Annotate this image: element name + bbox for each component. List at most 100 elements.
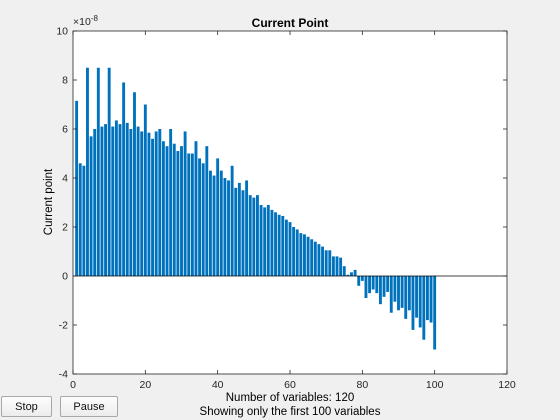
- exponent-power: -8: [91, 14, 99, 23]
- bar-96: [418, 276, 422, 328]
- bar-59: [284, 219, 288, 276]
- bar-93: [407, 276, 411, 311]
- y-tick-label-2: 2: [62, 222, 68, 234]
- bar-35: [198, 158, 202, 276]
- bar-37: [205, 146, 209, 276]
- bar-9: [104, 124, 107, 276]
- chart-title: Current Point: [252, 16, 329, 30]
- bar-48: [245, 180, 249, 276]
- bar-27: [169, 129, 173, 276]
- bar-56: [274, 212, 277, 276]
- bar-67: [313, 241, 317, 276]
- bar-68: [317, 244, 321, 276]
- bar-32: [187, 153, 191, 276]
- bar-62: [295, 229, 299, 276]
- x-axis-title-line1: Number of variables: 120: [226, 392, 354, 404]
- bar-71: [328, 250, 332, 276]
- bar-40: [216, 158, 220, 276]
- bar-2: [78, 163, 82, 276]
- bar-1: [75, 100, 79, 276]
- bar-99: [429, 276, 433, 323]
- bar-14: [122, 82, 126, 276]
- bar-26: [165, 146, 169, 276]
- x-tick-label-120: 120: [498, 379, 516, 391]
- x-tick-label-80: 80: [356, 379, 368, 391]
- bar-15: [125, 122, 129, 276]
- bar-17: [133, 92, 136, 276]
- bar-52: [259, 204, 263, 276]
- bar-19: [140, 131, 144, 276]
- x-tick-label-100: 100: [426, 379, 444, 391]
- bar-82: [368, 276, 372, 294]
- bar-55: [270, 209, 274, 276]
- bar-34: [194, 141, 198, 276]
- stop-button[interactable]: Stop: [1, 396, 52, 417]
- bar-20: [143, 104, 147, 276]
- bar-85: [378, 276, 382, 305]
- bar-65: [306, 236, 310, 276]
- bar-66: [310, 239, 314, 276]
- x-tick-label-60: 60: [284, 379, 296, 391]
- bar-42: [223, 178, 227, 276]
- y-axis: -4 -2 0 2 4 6 8 10: [56, 26, 507, 381]
- bar-77: [350, 272, 353, 276]
- bar-43: [227, 180, 230, 276]
- y-tick-label-10: 10: [56, 26, 68, 38]
- bar-97: [422, 276, 426, 340]
- bar-100: [433, 276, 437, 350]
- bar-38: [208, 170, 212, 276]
- bar-73: [335, 256, 339, 276]
- y-tick-label-0: 0: [62, 271, 68, 283]
- bar-23: [154, 131, 158, 276]
- bar-95: [415, 276, 419, 318]
- bar-33: [190, 153, 194, 276]
- bar-80: [360, 276, 364, 281]
- bar-58: [281, 215, 285, 276]
- bar-69: [321, 246, 324, 276]
- x-tick-label-40: 40: [212, 379, 224, 391]
- bar-16: [129, 129, 133, 276]
- bar-21: [147, 132, 151, 276]
- bar-8: [100, 126, 104, 276]
- bar-87: [386, 276, 390, 292]
- bar-41: [219, 170, 223, 276]
- bar-60: [288, 222, 292, 276]
- bar-92: [404, 276, 408, 319]
- bar-84: [375, 276, 379, 294]
- exponent-label: ×10-8: [73, 14, 98, 28]
- bar-3: [82, 165, 86, 276]
- bar-88: [389, 276, 393, 313]
- bar-79: [357, 276, 361, 286]
- bar-18: [136, 126, 140, 276]
- x-tick-label-0: 0: [70, 379, 76, 391]
- bar-11: [111, 126, 115, 276]
- bar-49: [248, 195, 252, 276]
- bar-36: [201, 163, 205, 276]
- bar-54: [266, 204, 270, 276]
- y-tick-label-4: 4: [62, 173, 68, 185]
- bar-50: [252, 197, 256, 276]
- bar-63: [299, 233, 303, 276]
- bar-72: [331, 256, 335, 276]
- bar-29: [176, 151, 180, 276]
- bar-98: [425, 276, 429, 321]
- bar-25: [161, 141, 165, 276]
- y-tick-label--2: -2: [59, 320, 68, 332]
- bar-81: [364, 276, 368, 299]
- bar-47: [241, 190, 245, 276]
- bar-83: [371, 276, 375, 290]
- bar-46: [237, 182, 241, 276]
- bar-61: [292, 227, 296, 276]
- bar-53: [263, 207, 267, 276]
- bar-10: [107, 67, 111, 276]
- bar-76: [346, 274, 350, 276]
- bar-7: [96, 67, 100, 276]
- bar-74: [339, 257, 343, 276]
- pause-button[interactable]: Pause: [60, 396, 118, 417]
- bar-24: [158, 129, 162, 276]
- y-tick-label-6: 6: [62, 124, 68, 136]
- bar-39: [212, 175, 216, 276]
- bar-45: [234, 187, 238, 276]
- bar-44: [230, 165, 234, 276]
- bar-70: [324, 250, 328, 276]
